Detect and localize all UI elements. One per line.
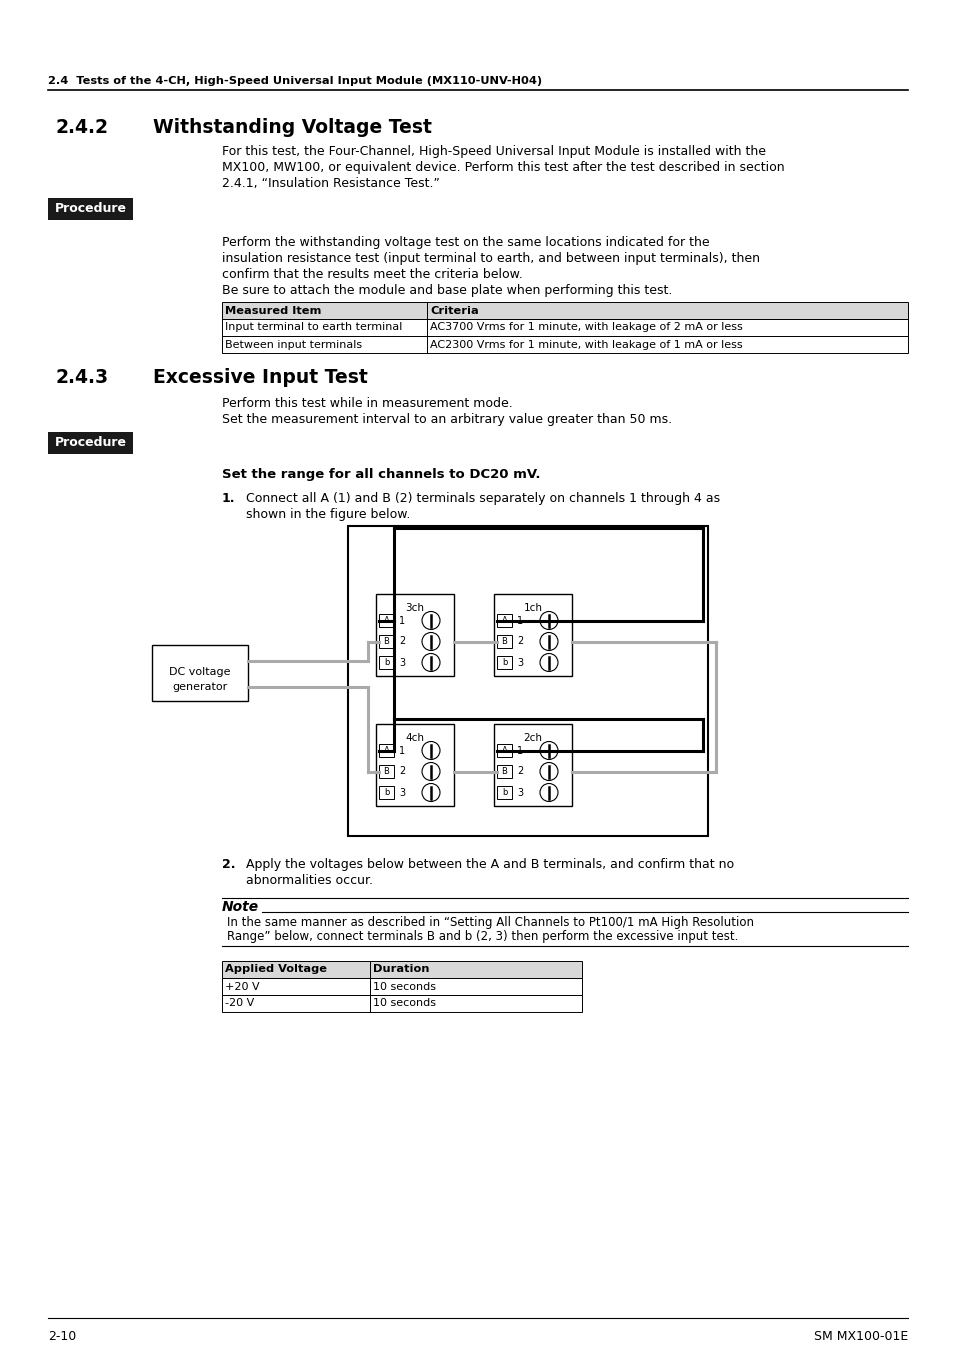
Bar (222, 319, 907, 336)
Bar (222, 995, 581, 1012)
Text: confirm that the results meet the criteria below.: confirm that the results meet the criter… (222, 269, 522, 281)
Bar (378, 656, 394, 670)
Text: generator: generator (172, 682, 228, 693)
Text: 2: 2 (517, 636, 522, 647)
Text: DC voltage: DC voltage (169, 667, 231, 676)
Bar (375, 594, 454, 676)
Text: 3: 3 (398, 787, 405, 798)
Text: 2.: 2. (222, 859, 235, 871)
Text: b: b (383, 657, 389, 667)
Text: Applied Voltage: Applied Voltage (225, 964, 327, 975)
Text: 2: 2 (398, 767, 405, 776)
Bar (497, 656, 512, 670)
Bar (378, 765, 394, 778)
Text: +20 V: +20 V (225, 981, 259, 991)
Text: b: b (383, 788, 389, 796)
Text: 3: 3 (517, 787, 522, 798)
Text: 2-10: 2-10 (48, 1330, 76, 1343)
Text: Perform this test while in measurement mode.: Perform this test while in measurement m… (222, 397, 512, 410)
Text: Connect all A (1) and B (2) terminals separately on channels 1 through 4 as: Connect all A (1) and B (2) terminals se… (246, 491, 720, 505)
Text: For this test, the Four-Channel, High-Speed Universal Input Module is installed : For this test, the Four-Channel, High-Sp… (222, 144, 765, 158)
Text: 2.4.3: 2.4.3 (56, 369, 109, 387)
Bar (48, 432, 132, 454)
Text: 3ch: 3ch (405, 603, 424, 613)
Bar (497, 765, 512, 778)
Bar (378, 614, 394, 626)
Bar (494, 594, 572, 676)
Text: B: B (383, 767, 389, 776)
Text: Criteria: Criteria (430, 305, 478, 316)
Bar (497, 614, 512, 626)
Text: 2: 2 (398, 636, 405, 647)
Text: Excessive Input Test: Excessive Input Test (152, 369, 367, 387)
Bar (48, 198, 132, 220)
Text: AC3700 Vrms for 1 minute, with leakage of 2 mA or less: AC3700 Vrms for 1 minute, with leakage o… (430, 323, 742, 332)
Bar (222, 302, 907, 319)
Text: AC2300 Vrms for 1 minute, with leakage of 1 mA or less: AC2300 Vrms for 1 minute, with leakage o… (430, 339, 741, 350)
Text: A: A (383, 747, 389, 755)
Text: insulation resistance test (input terminal to earth, and between input terminals: insulation resistance test (input termin… (222, 252, 760, 265)
Text: In the same manner as described in “Setting All Channels to Pt100/1 mA High Reso: In the same manner as described in “Sett… (227, 917, 753, 929)
Text: 4ch: 4ch (405, 733, 424, 743)
Bar (348, 526, 707, 836)
Bar (222, 977, 581, 995)
Text: 10 seconds: 10 seconds (373, 981, 436, 991)
Bar (152, 645, 248, 701)
Text: B: B (501, 637, 507, 647)
Bar (497, 634, 512, 648)
Text: b: b (501, 657, 507, 667)
Text: shown in the figure below.: shown in the figure below. (246, 508, 410, 521)
Text: Set the measurement interval to an arbitrary value greater than 50 ms.: Set the measurement interval to an arbit… (222, 413, 672, 427)
Bar (378, 786, 394, 799)
Text: 3: 3 (398, 657, 405, 667)
Text: -20 V: -20 V (225, 999, 254, 1008)
Text: MX100, MW100, or equivalent device. Perform this test after the test described i: MX100, MW100, or equivalent device. Perf… (222, 161, 783, 174)
Text: Range” below, connect terminals B and b (2, 3) then perform the excessive input : Range” below, connect terminals B and b … (227, 930, 738, 944)
Text: 2.4.2: 2.4.2 (56, 117, 109, 136)
Bar (222, 336, 907, 352)
Text: Duration: Duration (373, 964, 429, 975)
Bar (222, 961, 581, 977)
Text: B: B (383, 637, 389, 647)
Text: b: b (501, 788, 507, 796)
Text: 2: 2 (517, 767, 522, 776)
Bar (378, 744, 394, 757)
Text: 1.: 1. (222, 491, 235, 505)
Bar (378, 634, 394, 648)
Bar (375, 724, 454, 806)
Text: Input terminal to earth terminal: Input terminal to earth terminal (225, 323, 402, 332)
Text: A: A (501, 616, 507, 625)
Text: Set the range for all channels to DC20 mV.: Set the range for all channels to DC20 m… (222, 468, 540, 481)
Text: B: B (501, 767, 507, 776)
Text: Note: Note (222, 900, 259, 914)
Bar (497, 786, 512, 799)
Bar (494, 724, 572, 806)
Text: A: A (383, 616, 389, 625)
Text: Between input terminals: Between input terminals (225, 339, 362, 350)
Text: 1: 1 (517, 745, 522, 756)
Text: Be sure to attach the module and base plate when performing this test.: Be sure to attach the module and base pl… (222, 284, 672, 297)
Text: Withstanding Voltage Test: Withstanding Voltage Test (152, 117, 432, 136)
Text: 1: 1 (398, 616, 405, 625)
Text: Procedure: Procedure (54, 436, 127, 450)
Text: 10 seconds: 10 seconds (373, 999, 436, 1008)
Bar (497, 744, 512, 757)
Text: 2.4  Tests of the 4-CH, High-Speed Universal Input Module (MX110-UNV-H04): 2.4 Tests of the 4-CH, High-Speed Univer… (48, 76, 541, 86)
Text: 2ch: 2ch (523, 733, 542, 743)
Text: Procedure: Procedure (54, 202, 127, 216)
Text: A: A (501, 747, 507, 755)
Text: 1ch: 1ch (523, 603, 542, 613)
Text: 1: 1 (517, 616, 522, 625)
Text: abnormalities occur.: abnormalities occur. (246, 873, 373, 887)
Text: Measured Item: Measured Item (225, 305, 321, 316)
Text: 3: 3 (517, 657, 522, 667)
Text: SM MX100-01E: SM MX100-01E (813, 1330, 907, 1343)
Text: 1: 1 (398, 745, 405, 756)
Text: Apply the voltages below between the A and B terminals, and confirm that no: Apply the voltages below between the A a… (246, 859, 734, 871)
Text: Perform the withstanding voltage test on the same locations indicated for the: Perform the withstanding voltage test on… (222, 236, 709, 248)
Text: 2.4.1, “Insulation Resistance Test.”: 2.4.1, “Insulation Resistance Test.” (222, 177, 439, 190)
